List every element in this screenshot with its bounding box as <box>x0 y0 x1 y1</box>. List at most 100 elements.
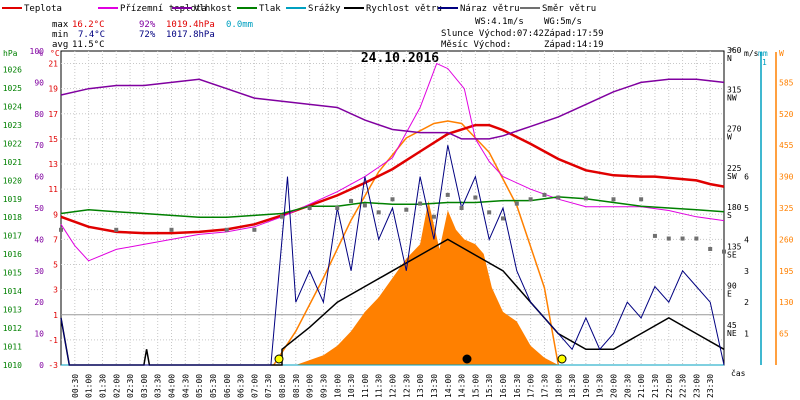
series-smer-point-31 <box>708 246 713 251</box>
x-tick-label-8: 04:30 <box>181 374 190 398</box>
axis-hpa-tick-14: 1024 <box>3 102 22 111</box>
axis-wm2-tick-2: 195 <box>779 267 794 276</box>
x-tick-label-4: 02:30 <box>126 374 135 398</box>
series-smer-point-18 <box>487 210 492 215</box>
x-tick-label-21: 11:00 <box>361 374 370 398</box>
axis-hpa-tick-16: 1026 <box>3 65 22 74</box>
axis-dir-cardinal-0: N <box>727 54 732 63</box>
series-smer-point-12 <box>404 207 409 212</box>
axis-hpa-tick-13: 1023 <box>3 121 22 130</box>
axis-wm2: 65 130 195 260 325 390 455 520 585 W <box>775 49 794 365</box>
x-tick-label-16: 08:30 <box>292 374 301 398</box>
moonrise-info: Měsíc Východ: <box>441 40 511 50</box>
axis-mm-label: mm <box>758 49 768 58</box>
axis-hpa-tick-4: 1014 <box>3 287 22 296</box>
x-tick-label-36: 18:30 <box>568 374 577 398</box>
axis-temp-tick-3: 3 <box>53 286 58 295</box>
x-tick-label-35: 18:00 <box>554 374 563 398</box>
x-tick-label-34: 17:30 <box>540 374 549 398</box>
axis-wm2-tick-6: 455 <box>779 141 794 150</box>
moonset-info: Západ:14:19 <box>544 40 604 50</box>
axis-pct-tick-1: 10 <box>34 330 44 339</box>
stat-max-press: 1019.4hPa <box>166 20 215 30</box>
x-tick-label-39: 20:00 <box>610 374 619 398</box>
axis-temp-tick-10: 17 <box>48 110 58 119</box>
axis-hpa-tick-12: 1022 <box>3 139 22 148</box>
legend: Teplota Přízemní teplota Vlhkost Tlak Sr… <box>2 4 596 14</box>
axis-wm2-tick-0: 65 <box>779 330 789 339</box>
axis-pct-tick-10: 100 <box>30 47 45 56</box>
axis-temp-tick-1: -1 <box>48 336 58 345</box>
axis-hpa-tick-10: 1020 <box>3 176 22 185</box>
axis-hpa-tick-15: 1025 <box>3 84 22 93</box>
x-tick-label-42: 21:30 <box>651 374 660 398</box>
axis-pct: 0 10 20 30 40 50 60 70 80 90 100% <box>30 47 45 370</box>
series-naraz-line <box>60 145 725 366</box>
axis-temp-tick-0: -3 <box>48 361 58 370</box>
series-smer-point-14 <box>431 214 436 219</box>
series-smer-point-30 <box>694 236 699 241</box>
legend-label-tlak: Tlak <box>259 4 281 14</box>
stat-avg-label: avg <box>52 40 68 50</box>
series-smer-point-0 <box>59 227 63 232</box>
series-smer-point-6 <box>307 206 312 210</box>
x-tick-label-12: 06:30 <box>237 374 246 398</box>
axis-pct-tick-6: 60 <box>34 173 44 182</box>
axis-ms-tick-2: 3 <box>744 267 749 276</box>
legend-label-prizemni: Přízemní teplota <box>120 4 207 14</box>
axis-ms-tick-3: 4 <box>744 235 749 244</box>
x-tick-label-37: 19:00 <box>582 374 591 398</box>
axis-temp-tick-8: 13 <box>48 160 58 169</box>
axis-dir-tick-1: 315 <box>727 85 742 94</box>
sunset-marker <box>557 354 567 364</box>
x-tick-label-30: 15:30 <box>485 374 494 398</box>
axis-temp-tick-2: 1 <box>53 311 58 320</box>
axis-hpa-tick-7: 1017 <box>3 232 22 241</box>
stats-block: max 16.2°C 92% 1019.4hPa 0.0mm min 7.4°C… <box>52 20 253 50</box>
series-tlak-line <box>60 196 725 218</box>
series-smer-point-21 <box>528 197 533 202</box>
axis-dir-cardinal-6: E <box>727 290 732 299</box>
series-vlhkost-line <box>60 78 725 140</box>
stat-max-temp: 16.2°C <box>72 20 105 30</box>
series-smer-point-10 <box>376 210 381 215</box>
axis-dir-cardinal-3: SW <box>727 172 737 181</box>
axis-hpa-tick-9: 1019 <box>3 195 22 204</box>
series-smer-point-3 <box>224 227 229 232</box>
axis-pct-tick-9: 90 <box>34 78 44 87</box>
series-lines <box>59 62 726 366</box>
axis-temp-tick-12: 21 <box>48 60 58 69</box>
series-smer-point-1 <box>114 227 119 232</box>
axis-hpa-tick-6: 1016 <box>3 250 22 259</box>
x-tick-label-25: 13:00 <box>416 374 425 398</box>
x-tick-label-22: 11:30 <box>375 374 384 398</box>
legend-label-vlhkost: Vlhkost <box>194 4 232 14</box>
axis-hpa-tick-1: 1011 <box>3 343 22 352</box>
axis-wm2-tick-1: 130 <box>779 298 794 307</box>
axis-pct-tick-5: 50 <box>34 204 44 213</box>
x-tick-label-18: 09:30 <box>319 374 328 398</box>
axis-hpa-tick-11: 1021 <box>3 158 22 167</box>
x-tick-label-46: 23:30 <box>706 374 715 398</box>
x-tick-label-6: 03:30 <box>154 374 163 398</box>
axis-hpa: 1010 1011 1012 1013 1014 1015 1016 1017 1018 1019… <box>3 49 22 370</box>
x-tick-label-17: 09:00 <box>306 374 315 398</box>
axis-wm2-tick-3: 260 <box>779 235 794 244</box>
axis-dir-cardinal-7: NE <box>727 329 737 338</box>
x-tick-label-40: 20:30 <box>623 374 632 398</box>
axis-pct-tick-8: 80 <box>34 110 44 119</box>
legend-label-smer: Směr větru <box>542 4 596 14</box>
axis-temp-tick-7: 11 <box>48 185 58 194</box>
x-tick-label-5: 03:00 <box>140 374 149 398</box>
axis-x: 00:30 01:00 01:30 02:00 02:30 03:00 03:30 04:00… <box>71 368 746 398</box>
sunrise-marker <box>274 354 284 364</box>
x-tick-label-29: 15:00 <box>471 374 480 398</box>
axis-dir-cardinal-2: W <box>727 133 732 142</box>
series-smer-point-25 <box>611 197 616 202</box>
axis-pct-tick-0: 0 <box>39 361 44 370</box>
axis-ms-tick-4: 5 <box>744 204 749 213</box>
axis-hpa-tick-8: 1018 <box>3 213 22 222</box>
axis-hpa-tick-2: 1012 <box>3 324 22 333</box>
